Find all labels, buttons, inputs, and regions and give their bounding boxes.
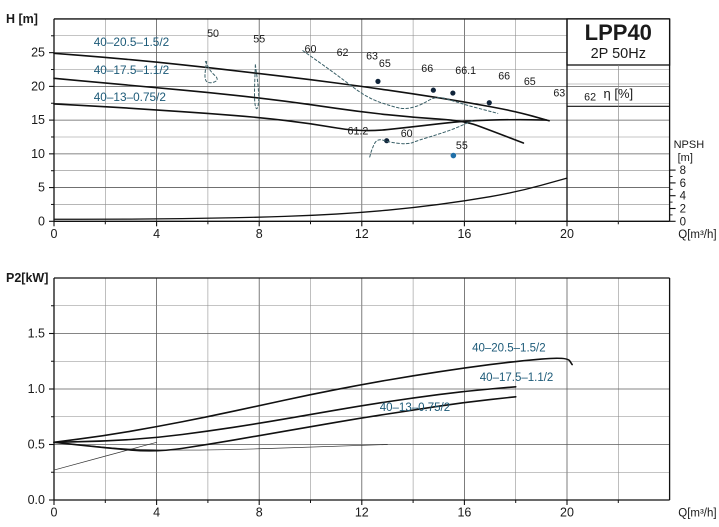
svg-text:66: 66 — [498, 71, 510, 83]
svg-text:4: 4 — [153, 227, 160, 241]
svg-text:55: 55 — [253, 34, 265, 46]
svg-text:LPP40: LPP40 — [585, 20, 652, 45]
svg-text:40–20.5–1.5/2: 40–20.5–1.5/2 — [472, 342, 546, 354]
svg-text:0.5: 0.5 — [28, 438, 45, 452]
svg-text:65: 65 — [379, 58, 391, 70]
svg-text:8: 8 — [680, 165, 686, 177]
svg-text:12: 12 — [355, 227, 369, 241]
svg-text:Q[m³/h]: Q[m³/h] — [678, 229, 716, 241]
svg-text:10: 10 — [31, 147, 45, 161]
svg-text:Q[m³/h]: Q[m³/h] — [678, 508, 716, 520]
svg-text:20: 20 — [560, 506, 574, 520]
svg-text:0: 0 — [38, 214, 45, 228]
svg-text:20: 20 — [31, 79, 45, 93]
svg-text:62: 62 — [584, 92, 596, 104]
svg-text:40–13–0.75/2: 40–13–0.75/2 — [380, 402, 450, 414]
svg-text:0: 0 — [51, 506, 58, 520]
svg-text:8: 8 — [256, 506, 263, 520]
svg-text:0.0: 0.0 — [28, 493, 45, 507]
svg-text:15: 15 — [31, 113, 45, 127]
svg-text:2: 2 — [680, 204, 686, 216]
svg-text:25: 25 — [31, 46, 45, 60]
svg-text:66.1: 66.1 — [455, 65, 476, 77]
svg-text:[m]: [m] — [678, 152, 693, 164]
svg-text:0: 0 — [51, 227, 58, 241]
svg-text:16: 16 — [457, 506, 471, 520]
svg-text:1.0: 1.0 — [28, 382, 45, 396]
svg-text:2P 50Hz: 2P 50Hz — [591, 46, 646, 62]
svg-text:62: 62 — [337, 47, 349, 59]
svg-text:8: 8 — [256, 227, 263, 241]
svg-text:40–20.5–1.5/2: 40–20.5–1.5/2 — [94, 35, 169, 49]
svg-text:6: 6 — [680, 178, 686, 190]
svg-text:H [m]: H [m] — [6, 12, 38, 26]
svg-text:40–13–0.75/2: 40–13–0.75/2 — [94, 90, 166, 104]
svg-text:63: 63 — [553, 88, 565, 100]
svg-text:NPSH: NPSH — [674, 139, 705, 151]
svg-text:60: 60 — [305, 44, 317, 56]
svg-text:66: 66 — [421, 63, 433, 75]
svg-text:61.2: 61.2 — [348, 125, 369, 137]
svg-text:50: 50 — [207, 28, 219, 40]
svg-text:0: 0 — [680, 216, 686, 228]
svg-text:1.5: 1.5 — [28, 327, 45, 341]
svg-text:P2[kW]: P2[kW] — [6, 271, 48, 285]
svg-text:60: 60 — [401, 128, 413, 140]
svg-text:40–17.5–1.1/2: 40–17.5–1.1/2 — [480, 372, 554, 384]
svg-text:20: 20 — [560, 227, 574, 241]
svg-text:16: 16 — [457, 227, 471, 241]
svg-text:55: 55 — [456, 140, 468, 152]
svg-text:5: 5 — [38, 181, 45, 195]
svg-text:63: 63 — [366, 50, 378, 62]
svg-text:4: 4 — [680, 191, 687, 203]
svg-text:65: 65 — [524, 76, 536, 88]
svg-text:40–17.5–1.1/2: 40–17.5–1.1/2 — [94, 63, 169, 77]
svg-text:η [%]: η [%] — [603, 86, 633, 101]
svg-text:4: 4 — [153, 506, 160, 520]
svg-text:12: 12 — [355, 506, 369, 520]
